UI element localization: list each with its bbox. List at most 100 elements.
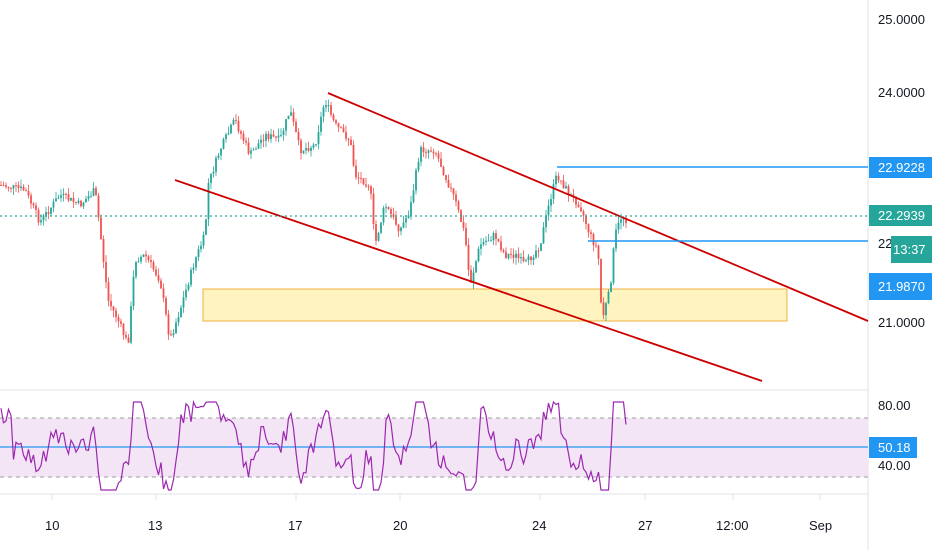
candle-body	[32, 203, 35, 206]
candle-body	[27, 190, 30, 196]
price-tag-last: 22.2939	[869, 205, 932, 226]
candle-body	[482, 242, 485, 245]
candle-body	[582, 211, 585, 216]
candle-body	[495, 233, 497, 239]
candle-body	[172, 333, 175, 336]
candle-body	[525, 260, 527, 262]
candle-body	[317, 131, 320, 145]
candle-body	[615, 229, 617, 249]
candle-body	[135, 262, 137, 277]
candle-body	[420, 147, 422, 162]
support-zone[interactable]	[202, 288, 788, 322]
candle-body	[312, 144, 315, 148]
candle-body	[352, 144, 355, 166]
candle-body	[82, 202, 85, 207]
candle-body	[75, 202, 77, 204]
candle-body	[480, 244, 482, 249]
candle-body	[145, 254, 147, 257]
candle-body	[402, 222, 405, 228]
candle-body	[427, 150, 430, 153]
candle-body	[492, 233, 495, 241]
candle-body	[85, 198, 87, 203]
y-tick-21: 21.0000	[878, 315, 925, 330]
candle-body	[340, 127, 342, 129]
candle-body	[625, 217, 627, 224]
candle-body	[452, 188, 455, 195]
candle-body	[125, 335, 127, 338]
candle-body	[137, 261, 140, 263]
candle-body	[225, 134, 227, 140]
candle-body	[302, 150, 305, 154]
candle-body	[160, 280, 162, 289]
candle-body	[177, 317, 180, 323]
candle-body	[612, 248, 615, 283]
candle-body	[127, 337, 130, 343]
candle-body	[400, 227, 402, 232]
candle-body	[180, 307, 182, 318]
candle-body	[305, 148, 307, 151]
candle-body	[357, 177, 360, 179]
candle-body	[90, 195, 92, 197]
candle-body	[95, 188, 97, 196]
candle-body	[252, 149, 255, 151]
candle-body	[55, 198, 57, 202]
candle-body	[80, 200, 82, 207]
candle-body	[535, 250, 537, 258]
candle-body	[20, 186, 22, 189]
candle-body	[530, 256, 532, 261]
svg-text:22.2939: 22.2939	[878, 208, 925, 223]
candle-body	[247, 142, 250, 154]
candle-body	[197, 249, 200, 258]
candle-body	[200, 245, 202, 250]
channel-lower-line[interactable]	[174, 179, 763, 382]
candle-body	[220, 148, 222, 156]
candle-body	[50, 207, 52, 214]
candle-body	[497, 238, 500, 242]
candle-body	[490, 240, 492, 242]
candle-body	[512, 254, 515, 258]
candle-body	[502, 249, 505, 252]
candle-body	[320, 116, 322, 132]
candle-body	[600, 258, 602, 303]
candle-body	[432, 151, 435, 154]
time-axis[interactable]: 10 13 17 20 24 27 12:00 Sep	[45, 518, 832, 533]
candle-body	[520, 257, 522, 259]
channel-upper-line[interactable]	[327, 92, 869, 322]
candle-body	[290, 112, 292, 116]
candle-body	[310, 147, 312, 151]
time-axis-ticks	[51, 494, 821, 500]
candle-body	[292, 112, 295, 122]
svg-text:22.9228: 22.9228	[878, 160, 925, 175]
candle-body	[547, 205, 550, 216]
candle-body	[25, 190, 27, 192]
candle-body	[187, 284, 190, 290]
candle-body	[285, 119, 287, 131]
candle-body	[607, 291, 610, 304]
candle-body	[205, 219, 207, 235]
candle-body	[360, 177, 362, 179]
y-tick-24: 24.0000	[878, 85, 925, 100]
candle-body	[372, 193, 375, 224]
candle-body	[300, 140, 302, 154]
candle-body	[70, 197, 72, 201]
candle-body	[572, 194, 575, 197]
candle-body	[105, 261, 107, 283]
candle-body	[605, 303, 607, 316]
candle-body	[382, 207, 385, 223]
candle-body	[207, 183, 210, 220]
candle-body	[330, 105, 332, 115]
candle-body	[147, 256, 150, 261]
candle-body	[287, 115, 290, 120]
candle-body	[52, 201, 55, 208]
candle-body	[395, 216, 397, 225]
candle-body	[100, 217, 102, 239]
candle-body	[117, 317, 120, 322]
candle-body	[182, 297, 185, 308]
candle-body	[592, 233, 595, 245]
price-tag-21-9870: 21.9870	[869, 273, 932, 300]
candle-body	[500, 241, 502, 250]
candle-body	[232, 119, 235, 125]
candle-body	[565, 186, 567, 189]
candle-body	[275, 136, 277, 138]
